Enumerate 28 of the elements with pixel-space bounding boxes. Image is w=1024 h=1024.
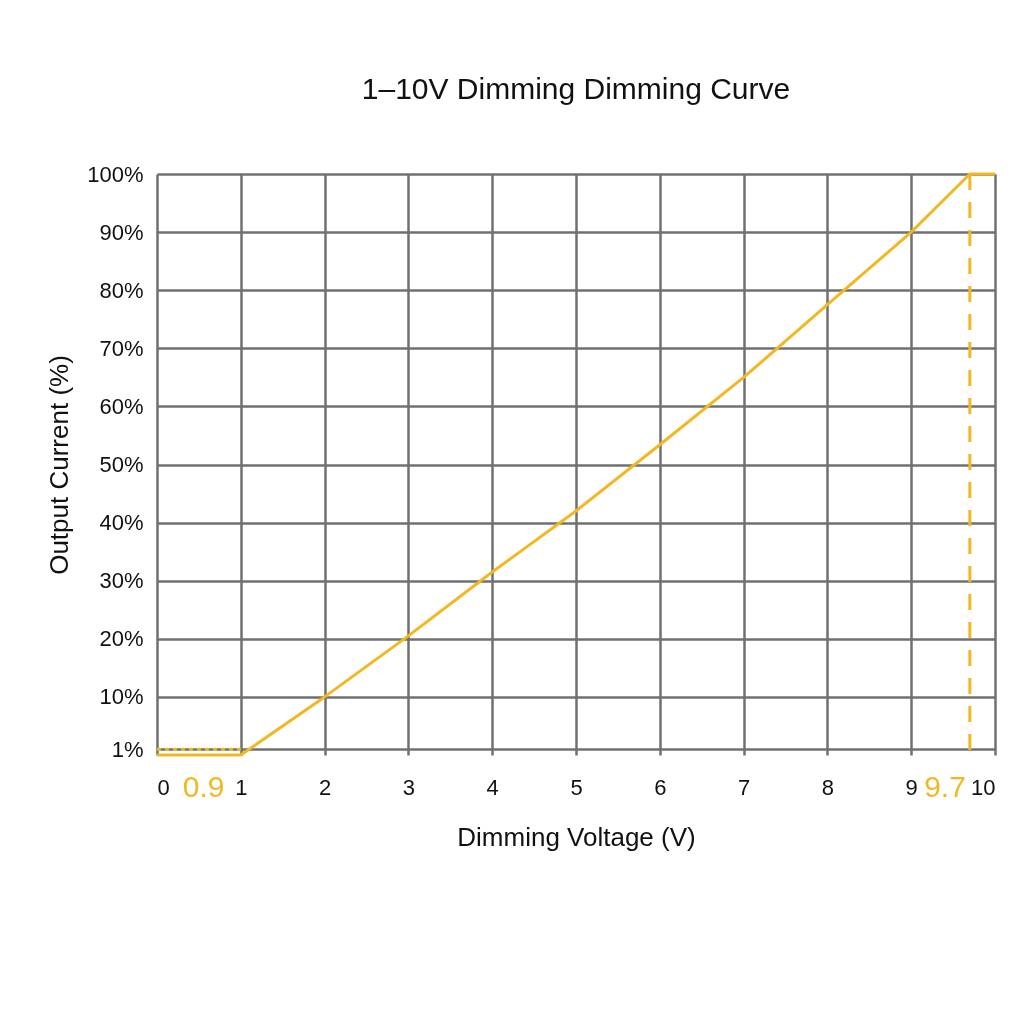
y-tick-label: 90%	[99, 219, 144, 245]
x-tick-label: 0	[157, 774, 170, 800]
y-tick-label: 30%	[99, 568, 144, 594]
y-tick-label: 60%	[99, 393, 144, 419]
y-tick-label: 1%	[111, 736, 144, 762]
x-tick-label: 1	[235, 774, 248, 800]
x-tick-label: 5	[570, 774, 583, 800]
x-tick-label: 2	[318, 774, 332, 800]
y-tick-label: 70%	[99, 335, 144, 361]
x-tick-label: 4	[486, 774, 499, 800]
y-axis-title: Output Current (%)	[44, 355, 75, 575]
y-tick-label: 40%	[99, 510, 144, 536]
x-tick-label: 7	[737, 774, 751, 800]
x-axis-title: Dimming Voltage (V)	[457, 821, 696, 852]
y-tick-label: 50%	[99, 452, 144, 477]
annotation: 0.9	[182, 770, 225, 803]
x-tick-label: 3	[402, 774, 416, 800]
x-tick-label: 8	[821, 774, 835, 800]
y-tick-label: 80%	[99, 277, 144, 303]
chart-title: 1–10V Dimming Dimming Curve	[361, 72, 791, 105]
y-tick-label: 20%	[99, 626, 144, 652]
y-tick-label: 10%	[99, 684, 144, 710]
x-tick-label: 9	[905, 774, 918, 800]
y-tick-label: 100%	[87, 161, 144, 187]
x-tick-label: 6	[654, 774, 667, 800]
x-tick-label: 10	[971, 774, 996, 800]
line-series	[155, 172, 997, 757]
ref-line-label: 9.7	[924, 770, 966, 803]
